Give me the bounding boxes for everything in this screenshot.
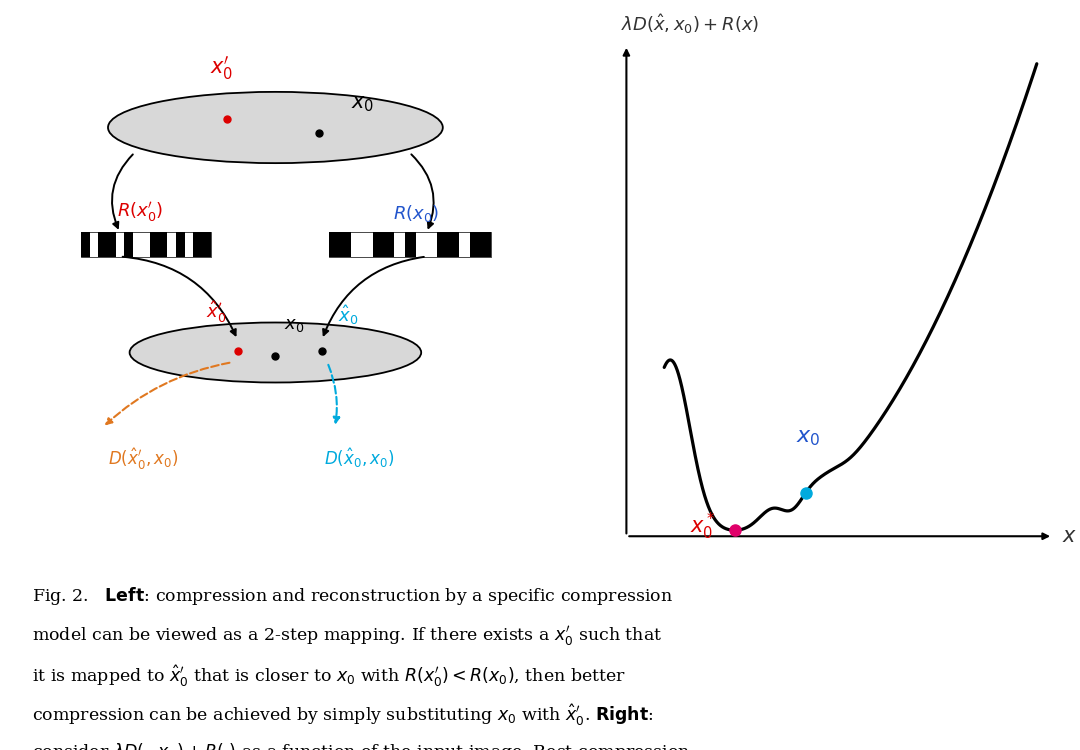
Bar: [351, 232, 362, 256]
Text: compression can be achieved by simply substituting $x_0$ with $\hat{x}_0'$. $\ma: compression can be achieved by simply su…: [32, 702, 654, 727]
Bar: [90, 232, 98, 256]
Text: $\hat{x}_0$: $\hat{x}_0$: [338, 303, 359, 327]
Bar: [124, 232, 133, 256]
Bar: [167, 232, 176, 256]
Text: $D(\hat{x}_0', x_0)$: $D(\hat{x}_0', x_0)$: [108, 446, 178, 472]
Bar: [176, 232, 185, 256]
Text: $x_0'$: $x_0'$: [210, 55, 233, 82]
Bar: [159, 232, 167, 256]
Bar: [427, 232, 437, 256]
Bar: [81, 232, 211, 256]
Bar: [150, 232, 159, 256]
Bar: [405, 232, 416, 256]
Bar: [81, 232, 90, 256]
Text: consider $\lambda D(\cdot, x_0)+R(\cdot)$ as a function of the input image. Best: consider $\lambda D(\cdot, x_0)+R(\cdot)…: [32, 741, 691, 750]
Bar: [383, 232, 394, 256]
Bar: [329, 232, 340, 256]
Bar: [329, 232, 491, 256]
Ellipse shape: [130, 322, 421, 382]
Bar: [448, 232, 459, 256]
Text: $x_0$: $x_0$: [351, 94, 375, 114]
Bar: [459, 232, 470, 256]
Bar: [416, 232, 427, 256]
Bar: [362, 232, 373, 256]
Text: $R(x_0)$: $R(x_0)$: [393, 202, 438, 223]
Bar: [141, 232, 150, 256]
Ellipse shape: [108, 92, 443, 164]
Bar: [481, 232, 491, 256]
Text: $x_0$: $x_0$: [284, 316, 305, 334]
Text: it is mapped to $\hat{x}_0'$ that is closer to $x_0$ with $R(x_0') < R(x_0)$, th: it is mapped to $\hat{x}_0'$ that is clo…: [32, 663, 626, 688]
Bar: [373, 232, 383, 256]
Text: $R(x_0')$: $R(x_0')$: [118, 200, 163, 223]
Bar: [98, 232, 107, 256]
Text: $\lambda D(\hat{x}, x_0) + R(x)$: $\lambda D(\hat{x}, x_0) + R(x)$: [621, 12, 759, 36]
Text: model can be viewed as a 2-step mapping. If there exists a $x_0'$ such that: model can be viewed as a 2-step mapping.…: [32, 624, 662, 648]
Bar: [202, 232, 211, 256]
Text: $x_0$: $x_0$: [796, 427, 821, 448]
Bar: [340, 232, 351, 256]
Text: $x$: $x$: [1062, 526, 1077, 546]
Text: $\hat{x}_0'$: $\hat{x}_0'$: [206, 299, 226, 325]
Bar: [107, 232, 116, 256]
Bar: [193, 232, 202, 256]
Bar: [394, 232, 405, 256]
Bar: [116, 232, 124, 256]
Text: $D(\hat{x}_0, x_0)$: $D(\hat{x}_0, x_0)$: [324, 446, 394, 470]
Bar: [437, 232, 448, 256]
Bar: [185, 232, 193, 256]
Bar: [133, 232, 141, 256]
Bar: [470, 232, 481, 256]
Text: $x_0^*$: $x_0^*$: [689, 511, 715, 542]
Text: Fig. 2.   $\mathbf{Left}$: compression and reconstruction by a specific compress: Fig. 2. $\mathbf{Left}$: compression and…: [32, 585, 674, 607]
